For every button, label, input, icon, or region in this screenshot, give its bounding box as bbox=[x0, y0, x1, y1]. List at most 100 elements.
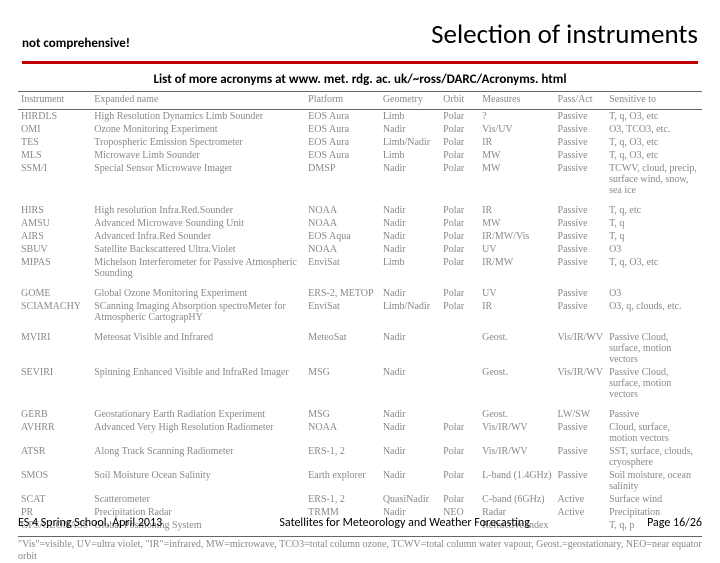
footer-right: Page 16/26 bbox=[647, 516, 702, 530]
table-cell: Passive bbox=[555, 300, 607, 324]
table-header-cell: Platform bbox=[305, 92, 380, 110]
table-cell: Ozone Monitoring Experiment bbox=[91, 123, 305, 136]
table-cell: Limb bbox=[380, 256, 440, 280]
table-cell: Nadir bbox=[380, 445, 440, 469]
table-cell: Passive bbox=[606, 401, 702, 421]
table-cell: SCIAMACHY bbox=[18, 300, 91, 324]
table-cell: Polar bbox=[440, 162, 479, 197]
table-cell bbox=[440, 324, 479, 366]
table-cell: IR/MW bbox=[479, 256, 554, 280]
table-cell: T, q, O3, etc bbox=[606, 110, 702, 124]
table-cell: Advanced Infra.Red Sounder bbox=[91, 230, 305, 243]
table-cell: Polar bbox=[440, 280, 479, 300]
table-row: HIRDLSHigh Resolution Dynamics Limb Soun… bbox=[18, 110, 702, 124]
table-cell: OMI bbox=[18, 123, 91, 136]
table-cell: Vis/IR/WV bbox=[479, 421, 554, 445]
table-cell: Nadir bbox=[380, 217, 440, 230]
table-cell: GOME bbox=[18, 280, 91, 300]
table-cell: C-band (6GHz) bbox=[479, 493, 554, 506]
table-cell: Polar bbox=[440, 243, 479, 256]
table-row: AMSUAdvanced Microwave Sounding UnitNOAA… bbox=[18, 217, 702, 230]
table-header-cell: Measures bbox=[479, 92, 554, 110]
table-cell: MSG bbox=[305, 401, 380, 421]
table-cell: HIRDLS bbox=[18, 110, 91, 124]
table-cell: Passive bbox=[555, 110, 607, 124]
table-cell: Passive bbox=[555, 421, 607, 445]
table-cell: EOS Aqua bbox=[305, 230, 380, 243]
table-body: HIRDLSHigh Resolution Dynamics Limb Soun… bbox=[18, 110, 702, 533]
table-cell: IR bbox=[479, 300, 554, 324]
table-cell: IR/MW/Vis bbox=[479, 230, 554, 243]
table-row: SSM/ISpecial Sensor Microwave ImagerDMSP… bbox=[18, 162, 702, 197]
table-cell: IR bbox=[479, 197, 554, 217]
table-cell: O3 bbox=[606, 243, 702, 256]
table-cell: MLS bbox=[18, 149, 91, 162]
table-cell: MW bbox=[479, 149, 554, 162]
table-cell: T, q bbox=[606, 230, 702, 243]
table-cell: Polar bbox=[440, 445, 479, 469]
table-cell: Passive bbox=[555, 230, 607, 243]
table-row: MLSMicrowave Limb SounderEOS AuraLimbPol… bbox=[18, 149, 702, 162]
table-row: GERBGeostationary Earth Radiation Experi… bbox=[18, 401, 702, 421]
table-cell: SMOS bbox=[18, 469, 91, 493]
table-cell: EOS Aura bbox=[305, 110, 380, 124]
table-cell: Nadir bbox=[380, 123, 440, 136]
title-underline bbox=[22, 61, 698, 64]
table-header-cell: Pass/Act bbox=[555, 92, 607, 110]
table-cell: Nadir bbox=[380, 421, 440, 445]
table-cell: T, q bbox=[606, 217, 702, 230]
table-cell: Nadir bbox=[380, 469, 440, 493]
table-cell: T, q, etc bbox=[606, 197, 702, 217]
table-cell: Surface wind bbox=[606, 493, 702, 506]
table-cell: Passive bbox=[555, 197, 607, 217]
table-cell: MIPAS bbox=[18, 256, 91, 280]
table-cell: Soil Moisture Ocean Salinity bbox=[91, 469, 305, 493]
table-cell: UV bbox=[479, 280, 554, 300]
table-cell: Active bbox=[555, 493, 607, 506]
table-cell: EnviSat bbox=[305, 300, 380, 324]
table-cell: Advanced Very High Resolution Radiometer bbox=[91, 421, 305, 445]
table-cell: ERS-1, 2 bbox=[305, 493, 380, 506]
table-cell: SST, surface, clouds, cryosphere bbox=[606, 445, 702, 469]
table-row: SEVIRISpinning Enhanced Visible and Infr… bbox=[18, 366, 702, 401]
table-cell: DMSP bbox=[305, 162, 380, 197]
table-cell: Polar bbox=[440, 469, 479, 493]
table-cell: Cloud, surface, motion vectors bbox=[606, 421, 702, 445]
table-cell: Microwave Limb Sounder bbox=[91, 149, 305, 162]
footer-left: ES 4 Spring School, April 2013 bbox=[18, 516, 162, 530]
table-cell: Nadir bbox=[380, 401, 440, 421]
table-cell: Vis/IR/WV bbox=[555, 366, 607, 401]
table-cell: MW bbox=[479, 162, 554, 197]
table-cell: Limb bbox=[380, 149, 440, 162]
table-cell: HIRS bbox=[18, 197, 91, 217]
table-cell: Nadir bbox=[380, 280, 440, 300]
table-cell: Spinning Enhanced Visible and InfraRed I… bbox=[91, 366, 305, 401]
table-cell: Passive bbox=[555, 217, 607, 230]
table-cell: Passive bbox=[555, 162, 607, 197]
table-cell: ERS-2, METOP bbox=[305, 280, 380, 300]
table-cell: Polar bbox=[440, 217, 479, 230]
table-cell: NOAA bbox=[305, 243, 380, 256]
table-cell: Vis/UV bbox=[479, 123, 554, 136]
table-cell: Passive bbox=[555, 280, 607, 300]
table-row: MIPASMichelson Interferometer for Passiv… bbox=[18, 256, 702, 280]
table-cell: Polar bbox=[440, 300, 479, 324]
table-cell: Geost. bbox=[479, 401, 554, 421]
table-cell: Polar bbox=[440, 110, 479, 124]
table-cell: Passive bbox=[555, 469, 607, 493]
table-cell: Limb/Nadir bbox=[380, 300, 440, 324]
table-cell: GERB bbox=[18, 401, 91, 421]
table-cell: IR bbox=[479, 136, 554, 149]
table-cell: Special Sensor Microwave Imager bbox=[91, 162, 305, 197]
table-row: GOMEGlobal Ozone Monitoring ExperimentER… bbox=[18, 280, 702, 300]
table-cell: EOS Aura bbox=[305, 123, 380, 136]
table-cell: Vis/IR/WV bbox=[555, 324, 607, 366]
table-row: SMOSSoil Moisture Ocean SalinityEarth ex… bbox=[18, 469, 702, 493]
table-cell: Polar bbox=[440, 123, 479, 136]
table-header-cell: Geometry bbox=[380, 92, 440, 110]
table-header-row: InstrumentExpanded namePlatformGeometryO… bbox=[18, 92, 702, 110]
table-cell: Advanced Microwave Sounding Unit bbox=[91, 217, 305, 230]
table-cell: Nadir bbox=[380, 366, 440, 401]
table-row: SCATScatterometerERS-1, 2QuasiNadirPolar… bbox=[18, 493, 702, 506]
table-cell: MSG bbox=[305, 366, 380, 401]
